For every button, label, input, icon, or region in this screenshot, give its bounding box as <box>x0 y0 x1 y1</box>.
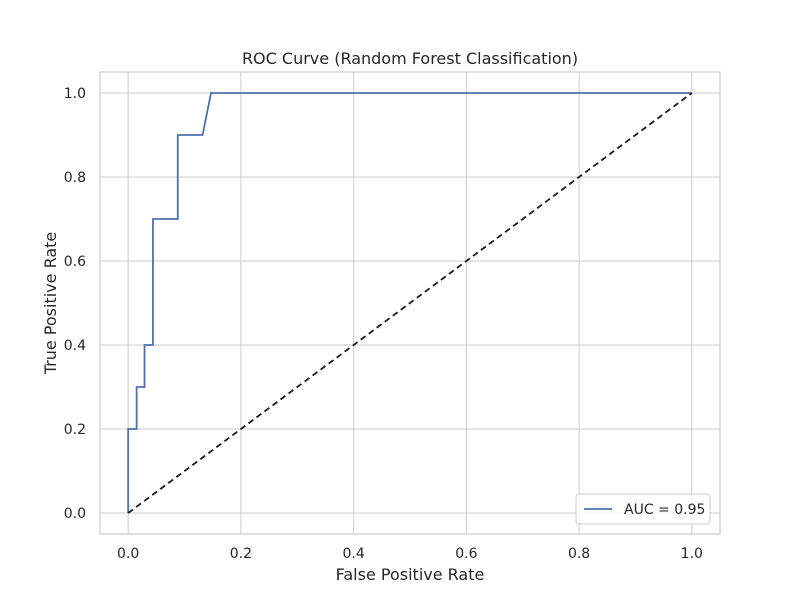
x-tick-label-2: 0.4 <box>343 546 365 562</box>
legend-label-auc: AUC = 0.95 <box>624 502 705 518</box>
ticks-layer: 0.0 0.2 0.4 0.6 0.8 1.0 0.0 0.2 0.4 0.6 0.8 1.0 <box>64 86 703 562</box>
y-tick-label-4: 0.8 <box>64 170 86 186</box>
y-tick-label-0: 0.0 <box>64 506 86 522</box>
y-tick-label-2: 0.4 <box>64 338 86 354</box>
y-tick-label-5: 1.0 <box>64 86 86 102</box>
legend: AUC = 0.95 <box>575 493 711 525</box>
diagonal-reference-line <box>127 92 693 514</box>
grid-layer <box>100 72 720 534</box>
x-axis-label: False Positive Rate <box>336 565 485 584</box>
x-tick-label-0: 0.0 <box>117 546 139 562</box>
x-tick-label-3: 0.6 <box>455 546 477 562</box>
chart-title: ROC Curve (Random Forest Classification) <box>242 49 578 68</box>
roc-curve-line <box>127 92 692 513</box>
series-layer <box>127 92 693 514</box>
plot-frame <box>99 71 721 535</box>
y-axis-label: True Positive Rate <box>41 232 60 376</box>
x-tick-label-5: 1.0 <box>681 546 703 562</box>
legend-box <box>575 493 711 525</box>
y-tick-label-1: 0.2 <box>64 422 86 438</box>
y-tick-label-3: 0.6 <box>64 254 86 270</box>
x-tick-label-1: 0.2 <box>230 546 252 562</box>
x-tick-label-4: 0.8 <box>568 546 590 562</box>
